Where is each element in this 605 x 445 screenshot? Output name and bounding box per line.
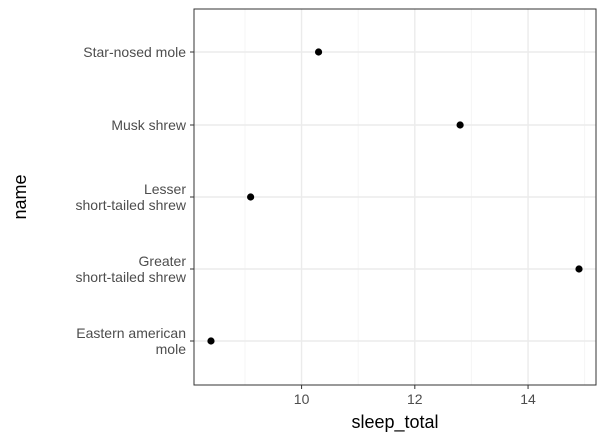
grid-lines bbox=[194, 9, 596, 385]
data-point bbox=[575, 265, 583, 273]
y-tick-label: Musk shrew bbox=[111, 117, 187, 133]
y-axis-title: name bbox=[10, 174, 30, 219]
data-point bbox=[207, 337, 215, 345]
y-tick-label: Eastern american mole bbox=[76, 325, 186, 357]
y-tick-label: Star-nosed mole bbox=[83, 44, 186, 60]
x-tick-label: 12 bbox=[407, 391, 423, 407]
x-axis-title: sleep_total bbox=[351, 412, 438, 433]
data-point bbox=[456, 121, 464, 129]
x-tick-label: 10 bbox=[294, 391, 310, 407]
x-tick-label: 14 bbox=[520, 391, 536, 407]
data-point bbox=[314, 48, 323, 56]
y-tick-label: Lesser short-tailed shrew bbox=[76, 181, 187, 213]
axes: 10 12 14 Star-nosed mole Musk shrew Lesser sho… bbox=[76, 44, 537, 407]
y-tick-label: Greater short-tailed shrew bbox=[76, 253, 187, 285]
data-point bbox=[247, 193, 255, 201]
data-points bbox=[207, 48, 583, 345]
